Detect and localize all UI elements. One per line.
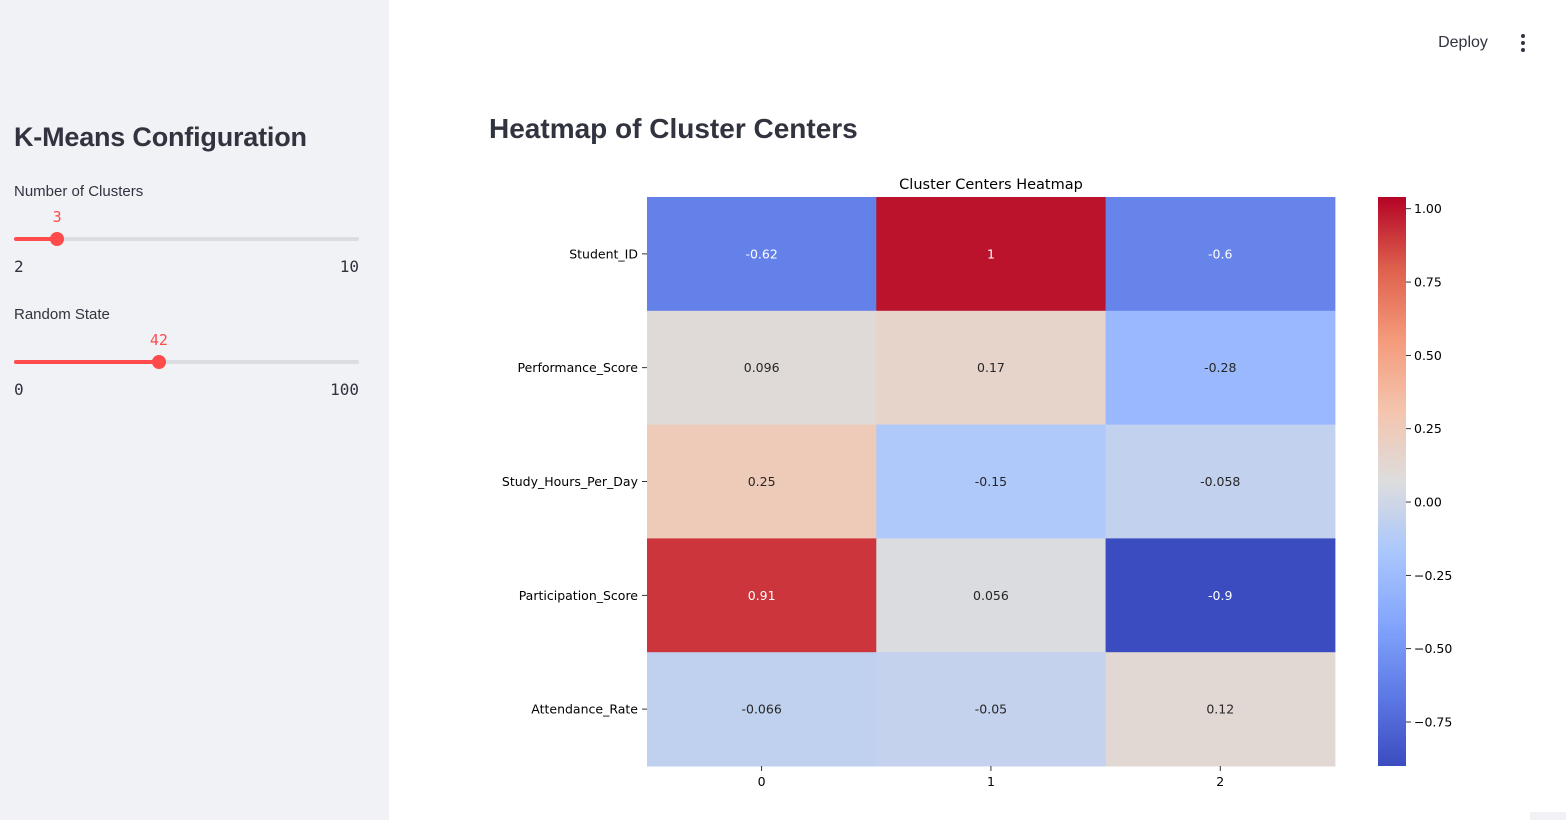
clusters-slider-min: 2 — [14, 257, 24, 276]
clusters-slider-value: 3 — [52, 208, 62, 226]
heatmap-cell-label: -0.28 — [1204, 360, 1236, 375]
heatmap-cell-label: -0.6 — [1208, 246, 1232, 261]
heatmap-cell-label: 0.096 — [744, 360, 780, 375]
heatmap-cell-label: 0.12 — [1206, 702, 1234, 717]
heatmap-cell — [1105, 538, 1336, 653]
clusters-slider[interactable]: 3 — [14, 208, 359, 246]
heatmap-cell — [647, 424, 877, 539]
clusters-slider-max: 10 — [339, 257, 359, 276]
heatmap-cell — [1105, 310, 1336, 426]
sidebar: K-Means Configuration Number of Clusters… — [0, 0, 389, 820]
heatmap-cell — [876, 538, 1107, 653]
heatmap-cell — [876, 652, 1107, 767]
colorbar-tick-label: 1.00 — [1414, 201, 1442, 216]
heatmap-cell-label: 0.91 — [748, 588, 776, 603]
deploy-button[interactable]: Deploy — [1426, 30, 1500, 56]
random-state-slider-fill — [14, 360, 159, 364]
y-tick-label: Student_ID — [569, 246, 638, 261]
sidebar-title: K-Means Configuration — [14, 122, 307, 152]
random-state-slider-value: 42 — [149, 331, 168, 349]
colorbar-tick-label: 0.00 — [1414, 495, 1442, 510]
heatmap-cell-label: -0.9 — [1208, 588, 1232, 603]
colorbar-tick-label: 0.75 — [1414, 275, 1442, 290]
heatmap-cell — [876, 197, 1107, 312]
heatmap-cell — [1105, 197, 1336, 312]
y-tick-label: Study_Hours_Per_Day — [502, 474, 639, 489]
y-tick-label: Attendance_Rate — [531, 702, 638, 717]
colorbar-tick-label: −0.50 — [1414, 641, 1452, 656]
page-title: Heatmap of Cluster Centers — [489, 113, 858, 144]
random-state-slider-thumb[interactable] — [151, 355, 166, 369]
heatmap-cell — [1105, 424, 1336, 539]
random-state-slider-max: 100 — [330, 380, 359, 399]
colorbar-tick-label: 0.50 — [1414, 348, 1442, 363]
random-state-slider-min: 0 — [14, 380, 24, 399]
heatmap-cell — [876, 424, 1107, 539]
heatmap-cell — [876, 310, 1107, 426]
x-tick-label: 0 — [758, 774, 766, 789]
heatmap-cell — [647, 652, 877, 767]
heatmap-cell-label: 0.17 — [977, 360, 1005, 375]
heatmap-cell — [647, 538, 877, 653]
heatmap-cell-label: -0.62 — [745, 246, 777, 261]
colorbar — [1378, 197, 1406, 766]
x-tick-label: 2 — [1216, 774, 1224, 789]
y-tick-label: Participation_Score — [519, 588, 639, 603]
colorbar-tick-label: −0.25 — [1414, 568, 1452, 583]
heatmap-cell-label: -0.058 — [1200, 474, 1240, 489]
heatmap-cell-label: -0.15 — [975, 474, 1007, 489]
heatmap-cell-label: 1 — [987, 246, 995, 261]
heatmap-cell-label: -0.05 — [975, 702, 1007, 717]
random-state-slider[interactable]: 42 — [14, 331, 359, 369]
clusters-slider-label: Number of Clusters — [14, 183, 144, 200]
kebab-menu-icon[interactable] — [1512, 30, 1534, 56]
chart-title: Cluster Centers Heatmap — [899, 177, 1083, 193]
heatmap-cell-label: 0.25 — [748, 474, 776, 489]
y-tick-label: Performance_Score — [518, 360, 639, 375]
heatmap-cell — [647, 310, 877, 426]
heatmap-cell-label: -0.066 — [742, 702, 782, 717]
heatmap-cell — [647, 197, 877, 312]
random-state-slider-label: Random State — [14, 306, 110, 323]
heatmap-cell-label: 0.056 — [973, 588, 1009, 603]
clusters-slider-fill — [14, 237, 58, 241]
colorbar-tick-label: 0.25 — [1414, 421, 1442, 436]
clusters-slider-thumb[interactable] — [50, 232, 65, 246]
colorbar-tick-label: −0.75 — [1414, 715, 1452, 730]
heatmap-chart: Cluster Centers Heatmap -0.62 1 -0.6 0.096 0… — [502, 177, 1452, 789]
heatmap-cell — [1105, 652, 1336, 767]
corner-decoration — [1530, 812, 1566, 820]
x-tick-label: 1 — [987, 774, 995, 789]
